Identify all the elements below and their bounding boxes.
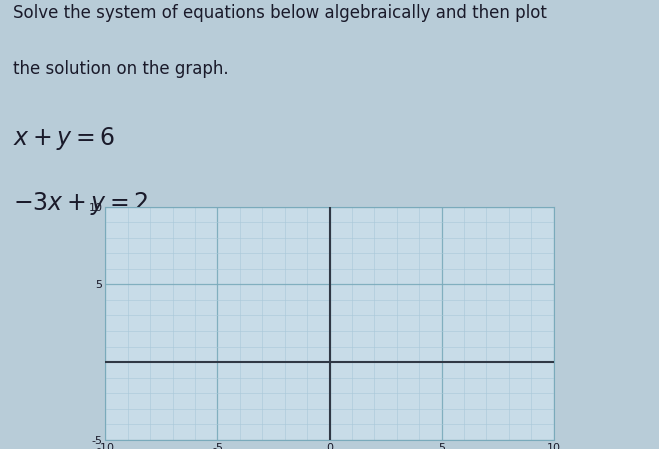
Text: $x + y = 6$: $x + y = 6$ — [13, 125, 115, 152]
Text: $-3x + y = 2$: $-3x + y = 2$ — [13, 189, 148, 217]
Text: the solution on the graph.: the solution on the graph. — [13, 60, 229, 78]
Text: Solve the system of equations below algebraically and then plot: Solve the system of equations below alge… — [13, 4, 547, 22]
